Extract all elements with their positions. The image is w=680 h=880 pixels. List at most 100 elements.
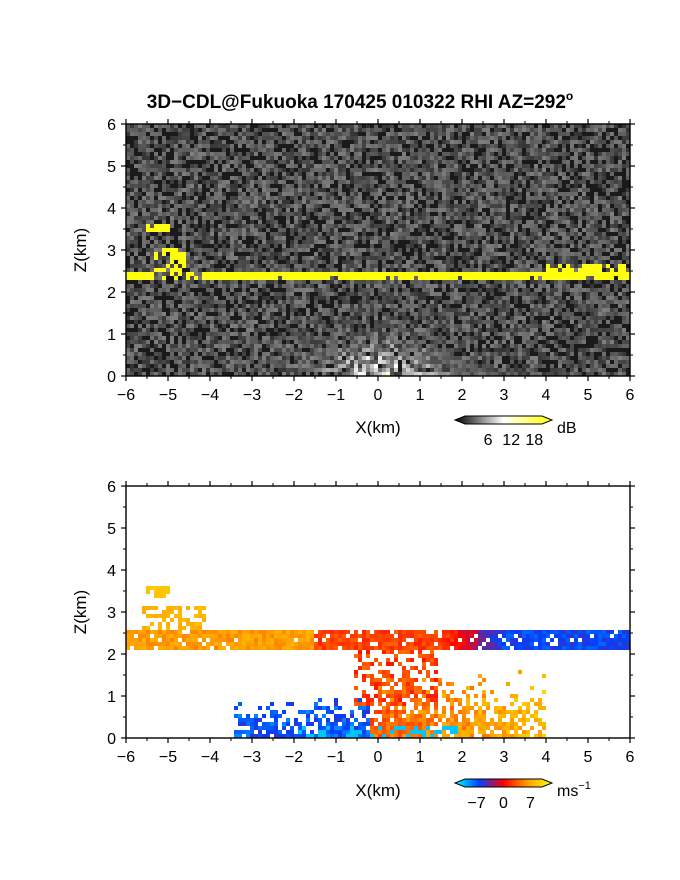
reflectivity-cell	[366, 328, 370, 332]
reflectivity-cell	[138, 136, 142, 140]
reflectivity-cell	[402, 304, 406, 308]
reflectivity-cell	[234, 324, 238, 328]
reflectivity-cell	[150, 272, 154, 276]
reflectivity-cell	[582, 288, 586, 292]
reflectivity-cell	[478, 132, 482, 136]
reflectivity-cell	[230, 216, 234, 220]
reflectivity-cell	[142, 144, 146, 148]
reflectivity-cell	[146, 164, 150, 168]
reflectivity-cell	[286, 212, 290, 216]
reflectivity-cell	[470, 268, 474, 272]
reflectivity-cell	[234, 240, 238, 244]
reflectivity-cell	[502, 160, 506, 164]
reflectivity-cell	[158, 192, 162, 196]
reflectivity-cell	[506, 188, 510, 192]
reflectivity-cell	[462, 240, 466, 244]
reflectivity-cell	[610, 260, 614, 264]
reflectivity-cell	[350, 128, 354, 132]
reflectivity-cell	[330, 256, 334, 260]
reflectivity-cell	[618, 232, 622, 236]
reflectivity-cell	[290, 184, 294, 188]
reflectivity-cell	[146, 320, 150, 324]
reflectivity-cell	[318, 320, 322, 324]
reflectivity-cell	[186, 168, 190, 172]
reflectivity-cell	[194, 320, 198, 324]
reflectivity-cell	[126, 268, 130, 272]
reflectivity-cell	[350, 268, 354, 272]
reflectivity-cell	[446, 168, 450, 172]
reflectivity-cell	[394, 148, 398, 152]
reflectivity-cell	[374, 152, 378, 156]
reflectivity-cell	[518, 208, 522, 212]
reflectivity-cell	[302, 196, 306, 200]
reflectivity-cell	[346, 240, 350, 244]
reflectivity-cell	[430, 124, 434, 128]
reflectivity-cell	[422, 180, 426, 184]
reflectivity-cell	[326, 268, 330, 272]
reflectivity-cell	[494, 220, 498, 224]
reflectivity-cell	[330, 176, 334, 180]
reflectivity-cell	[466, 236, 470, 240]
reflectivity-cell	[534, 184, 538, 188]
reflectivity-cell	[174, 308, 178, 312]
reflectivity-cell	[150, 132, 154, 136]
reflectivity-cell	[230, 168, 234, 172]
reflectivity-cell	[402, 328, 406, 332]
reflectivity-cell	[446, 256, 450, 260]
reflectivity-cell	[322, 152, 326, 156]
reflectivity-cell	[610, 200, 614, 204]
reflectivity-cell	[578, 208, 582, 212]
reflectivity-cell	[262, 312, 266, 316]
reflectivity-cell	[486, 236, 490, 240]
reflectivity-cell	[514, 212, 518, 216]
reflectivity-cell	[254, 172, 258, 176]
reflectivity-cell	[262, 124, 266, 128]
reflectivity-cell	[194, 208, 198, 212]
reflectivity-cell	[310, 280, 314, 284]
reflectivity-cell	[374, 232, 378, 236]
reflectivity-cell	[302, 192, 306, 196]
reflectivity-cell	[254, 276, 258, 280]
reflectivity-cell	[262, 200, 266, 204]
reflectivity-cell	[286, 156, 290, 160]
reflectivity-cell	[314, 256, 318, 260]
reflectivity-cell	[346, 264, 350, 268]
reflectivity-cell	[278, 252, 282, 256]
reflectivity-cell	[514, 232, 518, 236]
reflectivity-cell	[266, 212, 270, 216]
reflectivity-cell	[410, 312, 414, 316]
reflectivity-cell	[378, 284, 382, 288]
reflectivity-cell	[558, 300, 562, 304]
reflectivity-cell	[410, 280, 414, 284]
reflectivity-cell	[606, 312, 610, 316]
reflectivity-cell	[514, 144, 518, 148]
reflectivity-cell	[382, 296, 386, 300]
reflectivity-cell	[286, 292, 290, 296]
reflectivity-cell	[358, 256, 362, 260]
reflectivity-cell	[454, 268, 458, 272]
reflectivity-cell	[466, 148, 470, 152]
reflectivity-cell	[602, 224, 606, 228]
reflectivity-cell	[570, 136, 574, 140]
reflectivity-cell	[566, 288, 570, 292]
reflectivity-cell	[418, 260, 422, 264]
reflectivity-cell	[350, 304, 354, 308]
reflectivity-cell	[202, 172, 206, 176]
reflectivity-cell	[278, 308, 282, 312]
reflectivity-cell	[210, 124, 214, 128]
reflectivity-cell	[626, 284, 630, 288]
reflectivity-cell	[514, 272, 518, 276]
reflectivity-cell	[214, 268, 218, 272]
reflectivity-cell	[222, 320, 226, 324]
reflectivity-cell	[298, 300, 302, 304]
reflectivity-cell	[162, 196, 166, 200]
reflectivity-cell	[570, 320, 574, 324]
reflectivity-cell	[226, 316, 230, 320]
reflectivity-cell	[346, 292, 350, 296]
reflectivity-cell	[426, 220, 430, 224]
reflectivity-cell	[582, 176, 586, 180]
reflectivity-cell	[230, 248, 234, 252]
reflectivity-cell	[126, 200, 130, 204]
reflectivity-cell	[146, 124, 150, 128]
reflectivity-cell	[510, 328, 514, 332]
